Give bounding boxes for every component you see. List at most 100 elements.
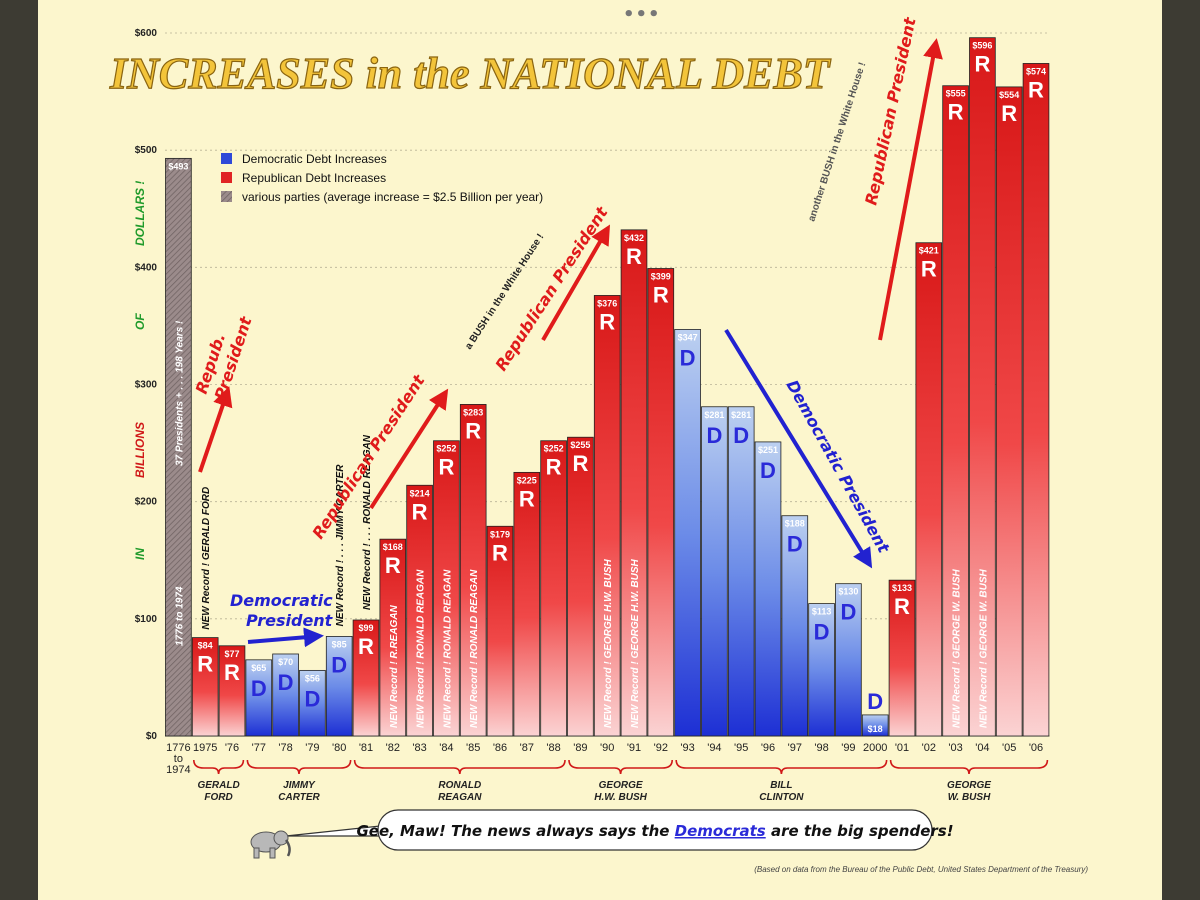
bar — [433, 440, 460, 737]
arrow-repub-2 — [369, 388, 449, 510]
x-tick-label: '89 — [573, 742, 587, 754]
x-tick-label: '76 — [225, 742, 239, 754]
president-name: H.W. BUSH — [594, 792, 647, 803]
x-tick-label: '98 — [814, 742, 828, 754]
value-label: $555 — [946, 89, 966, 99]
annotation-repub-president-1: Repub.President — [192, 307, 256, 402]
legend-various: various parties (average increase = $2.5… — [242, 190, 543, 204]
president-brace — [889, 759, 1049, 775]
value-label: $130 — [838, 587, 858, 597]
x-tick-label: '77 — [252, 742, 266, 754]
value-label: $84 — [198, 641, 213, 651]
president-name: FORD — [204, 792, 232, 803]
arrow-dem-2 — [724, 328, 873, 569]
value-label: $133 — [892, 583, 912, 593]
democrats-link[interactable]: Democrats — [675, 822, 766, 840]
record-label: NEW Record ! GEORGE W. BUSH — [952, 569, 963, 728]
x-tick-label: '91 — [627, 742, 641, 754]
x-tick-label: '04 — [975, 742, 989, 754]
president-name: CLINTON — [759, 792, 804, 803]
value-label: $399 — [651, 272, 671, 282]
bar — [325, 636, 353, 737]
x-tick-label: '93 — [680, 742, 694, 754]
bar — [701, 406, 728, 737]
party-letter: R — [894, 594, 910, 619]
arrow-repub-3 — [541, 224, 611, 342]
party-letter: R — [358, 634, 374, 659]
y-tick-label: $100 — [135, 614, 158, 625]
record-label: NEW Record ! GEORGE H.W. BUSH — [630, 559, 641, 728]
x-tick-label: 2000 — [863, 742, 887, 754]
party-letter: D — [760, 458, 776, 483]
value-label: $283 — [463, 407, 483, 417]
value-label: $252 — [436, 444, 456, 454]
x-tick-label: '81 — [359, 742, 373, 754]
party-letter: R — [519, 486, 535, 511]
x-tick-label: '84 — [439, 742, 453, 754]
record-label: NEW Record ! GEORGE H.W. BUSH — [603, 559, 614, 728]
record-label: NEW Record ! RONALD REAGAN — [442, 569, 453, 728]
party-letter: R — [1001, 101, 1017, 126]
president-braces: GERALDFORDJIMMYCARTERRONALDREAGANGEORGEH… — [193, 759, 1049, 803]
value-label: $493 — [168, 161, 188, 171]
party-letter: D — [814, 620, 830, 645]
party-letter: R — [385, 553, 401, 578]
y-label-dollars: DOLLARS ! — [133, 181, 147, 246]
record-label: NEW Record ! RONALD REAGAN — [469, 569, 480, 728]
party-letter: R — [572, 451, 588, 476]
x-tick-label: '88 — [546, 742, 560, 754]
party-letter: D — [304, 686, 320, 711]
value-label: $376 — [597, 298, 617, 308]
president-name: GEORGE — [947, 780, 991, 791]
president-brace — [675, 759, 888, 775]
annotation-democratic-president-1: Democratic President — [230, 591, 334, 630]
x-tick-label: '92 — [654, 742, 668, 754]
value-label: $99 — [358, 623, 373, 633]
party-letter: D — [840, 600, 856, 625]
value-label: $421 — [919, 246, 939, 256]
source-note: (Based on data from the Bureau of the Pu… — [754, 865, 1088, 874]
party-letter: D — [331, 652, 347, 677]
president-name: W. BUSH — [948, 792, 991, 803]
value-label: $432 — [624, 233, 644, 243]
x-tick-label: '06 — [1029, 742, 1043, 754]
speech-suffix: are the big spenders! — [766, 822, 954, 840]
party-letter: R — [921, 257, 937, 282]
value-label: $214 — [410, 488, 430, 498]
value-label: $281 — [731, 410, 751, 420]
more-options-icon[interactable]: ••• — [623, 4, 661, 25]
bar — [995, 86, 1023, 737]
bar — [808, 603, 835, 737]
party-letter: D — [278, 670, 294, 695]
speech-bubble: Gee, Maw! The news always says the Democ… — [285, 809, 954, 851]
y-label-billions: BILLIONS — [133, 422, 147, 478]
party-letter: R — [1028, 77, 1044, 102]
bar — [245, 659, 273, 737]
value-label: $225 — [517, 475, 537, 485]
y-tick-label: $200 — [135, 497, 158, 508]
value-label: $65 — [251, 663, 266, 673]
bar — [406, 484, 433, 737]
value-label: $168 — [383, 542, 403, 552]
x-tick-label: '96 — [761, 742, 775, 754]
value-label: $252 — [544, 444, 564, 454]
party-letter: R — [224, 660, 240, 685]
x-tick-label: '86 — [493, 742, 507, 754]
bar — [969, 37, 996, 737]
trend-arrows — [198, 38, 943, 648]
party-letter: D — [787, 532, 803, 557]
x-tick-label: '90 — [600, 742, 614, 754]
value-label: $596 — [972, 41, 992, 51]
value-label: $574 — [1026, 66, 1046, 76]
record-label: NEW Record ! RONALD REAGAN — [416, 569, 427, 728]
bar — [915, 242, 943, 737]
x-tick-label: '05 — [1002, 742, 1016, 754]
value-label: $188 — [785, 519, 805, 529]
record-label: NEW Record ! GERALD FORD — [201, 487, 212, 630]
annotation-bush-house-1: a BUSH in the White House ! — [463, 232, 546, 352]
value-label: $179 — [490, 529, 510, 539]
party-letter: D — [867, 689, 883, 714]
y-label-of: OF — [133, 313, 147, 330]
bar — [620, 229, 648, 737]
